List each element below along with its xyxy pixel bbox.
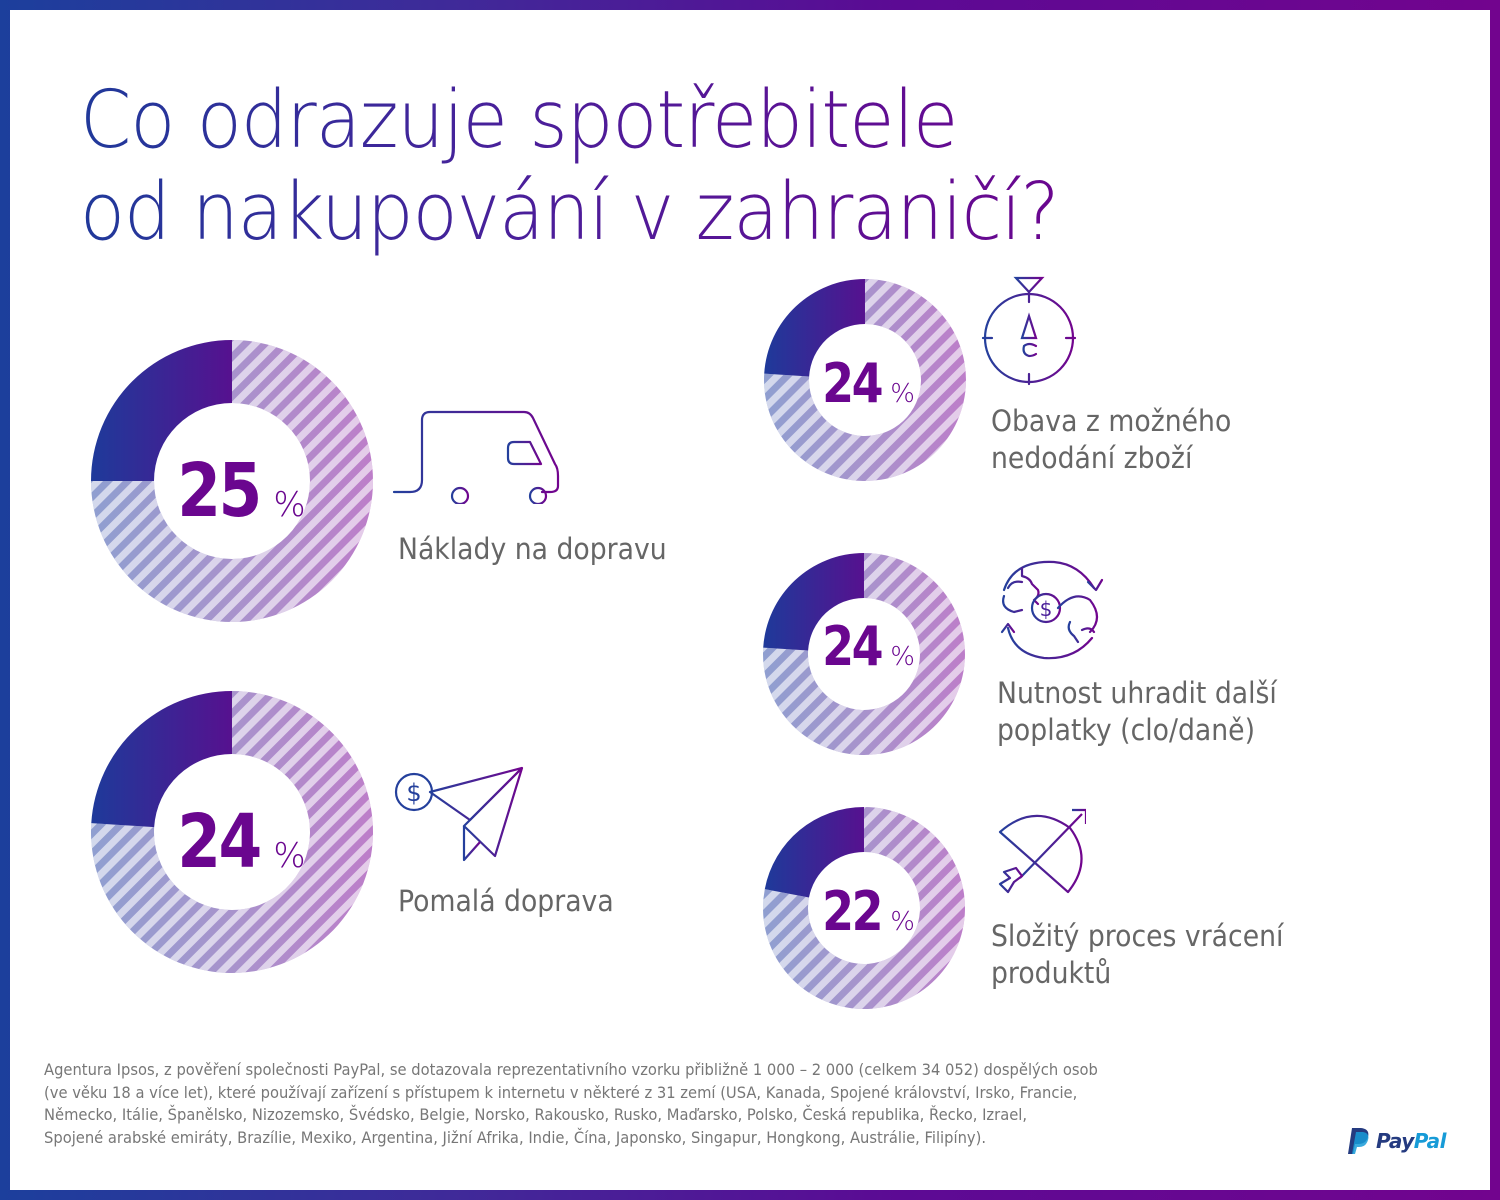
donut-chart [91,340,373,622]
svg-text:$: $ [1040,597,1053,621]
donut-chart [763,807,965,1009]
percent-sign: % [890,907,915,937]
paypal-p-icon [1348,1128,1369,1154]
donut-slice-rest-stripes [91,691,374,973]
percent-value: 22 [822,880,883,943]
label-non-delivery: Obava z možného nedodání zboží [991,403,1231,477]
donut-slice-highlight [764,807,864,898]
percent-label: 24 % [791,615,941,678]
paypal-logo: PayPal [1348,1128,1447,1154]
stopwatch-icon [981,276,1077,386]
donut-slice-rest-stripes [91,340,373,622]
label-line: Složitý proces vrácení [991,919,1284,953]
paypal-wordmark: PayPal [1376,1129,1447,1153]
percent-value: 24 [177,799,263,885]
donut-slice-rest-stripes [763,279,967,482]
label-line: poplatky (clo/daně) [997,713,1256,747]
donut-slice-highlight [764,279,865,377]
donut-slice-rest-stripes [763,553,965,755]
donut-slice-rest-stripes [763,807,965,1009]
label-line: Obava z možného [991,404,1232,438]
delivery-van-icon [392,410,574,504]
label-extra-fees: Nutnost uhradit další poplatky (clo/daně… [997,675,1277,749]
percent-label: 22 % [791,880,941,943]
label-returns: Složitý proces vrácení produktů [991,918,1283,992]
label-line: nedodání zboží [991,441,1193,475]
methodology-footnote: Agentura Ipsos, z pověření společnosti P… [44,1060,1098,1147]
label-line: produktů [991,956,1112,990]
donut-slice-highlight [91,340,232,481]
percent-value: 24 [822,615,883,678]
percent-label: 25 % [138,448,338,534]
percent-sign: % [890,379,915,409]
label-line: Nutnost uhradit další [997,676,1277,710]
percent-value: 24 [822,352,883,415]
label-shipping-cost: Náklady na dopravu [398,532,667,566]
donut-chart [763,553,965,755]
percent-sign: % [890,642,915,672]
money-exchange-icon: $ [1000,560,1104,660]
percent-label: 24 % [138,799,338,885]
percent-sign: % [273,485,306,525]
percent-value: 25 [177,448,263,534]
percent-sign: % [273,836,306,876]
label-slow-delivery: Pomalá doprava [398,884,614,918]
donut-slice-highlight [763,553,864,651]
donut-slice-highlight [91,691,232,828]
paper-plane-dollar-icon: $ [394,766,524,862]
donut-chart [91,691,374,973]
svg-text:$: $ [406,779,421,807]
donut-chart [763,279,967,482]
bow-arrow-icon [998,808,1086,894]
percent-label: 24 % [791,352,941,415]
